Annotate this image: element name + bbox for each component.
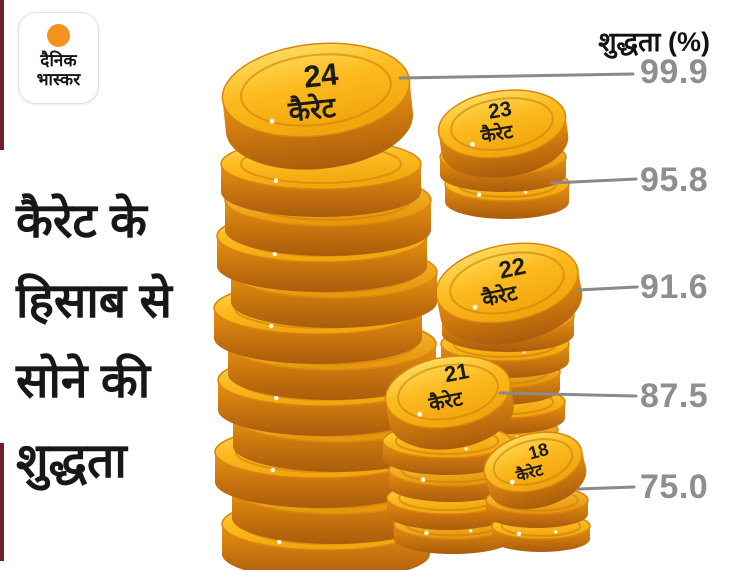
purity-value-23k: 95.8 <box>640 161 709 199</box>
coin-label-22-number: 22 <box>497 253 529 285</box>
purity-value-24k: 99.9 <box>640 53 709 91</box>
left-border-top-segment <box>0 0 4 150</box>
coin-labels: 24 कैरेट 23 कैरेट 22 कैरेट 21 कैरेट 18 क… <box>286 56 551 485</box>
coin-label-24-number: 24 <box>302 56 341 94</box>
coin-label-21-number: 21 <box>442 358 471 387</box>
coin-stack-18 <box>483 431 591 552</box>
logo-line-2: भास्कर <box>36 70 81 89</box>
leader-line-23 <box>550 177 638 185</box>
title-line-3: सोने की <box>16 355 151 408</box>
purity-value-21k: 87.5 <box>640 377 709 415</box>
coin-label-23-number: 23 <box>487 97 514 123</box>
title-line-1: कैरेट के <box>16 195 147 248</box>
logo-orange-dot-icon <box>47 24 70 47</box>
leader-line-21 <box>498 391 638 398</box>
title-line-2: हिसाब से <box>16 275 172 328</box>
leader-line-18 <box>576 485 636 491</box>
coin-stack-21 <box>382 355 514 554</box>
coin-stack-24 <box>213 42 440 570</box>
leader-line-24 <box>398 72 635 80</box>
chart-title: कैरेट के हिसाब से सोने की शुद्धता <box>16 182 172 502</box>
dainik-bhaskar-logo: दैनिक भास्कर <box>18 12 99 104</box>
logo-line-1: दैनिक <box>40 51 77 70</box>
leader-line-22 <box>576 285 639 292</box>
coin-label-24-unit: कैरेट <box>286 91 338 128</box>
purity-value-22k: 91.6 <box>640 268 709 306</box>
purity-value-18k: 75.0 <box>640 468 709 506</box>
leader-lines <box>398 72 639 491</box>
logo-text: दैनिक भास्कर <box>37 51 81 89</box>
purity-axis-header: शुद्धता (%) <box>598 27 710 57</box>
left-border-bottom-segment <box>0 443 4 561</box>
title-line-4: शुद्धता <box>16 435 127 488</box>
